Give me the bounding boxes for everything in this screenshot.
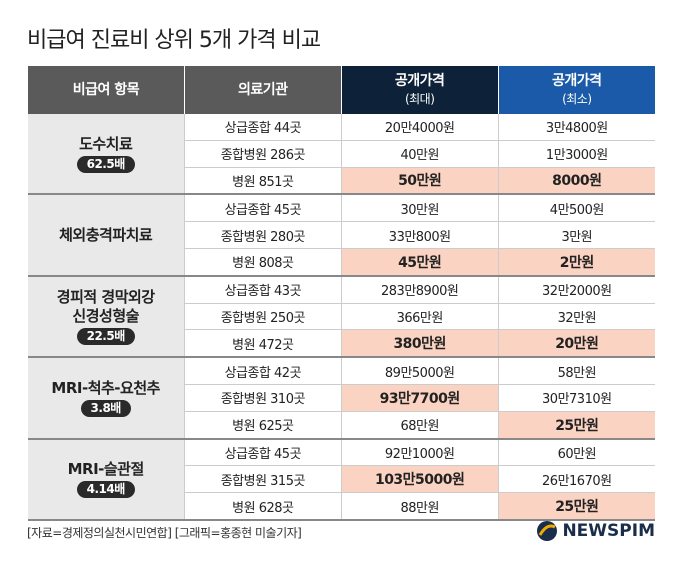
logo: NEWSPIM xyxy=(536,520,655,542)
institution: 종합병원 315곳 xyxy=(183,465,342,494)
column-sublabel: (최소) xyxy=(562,92,592,106)
institution: 병원 808곳 xyxy=(183,248,342,277)
table-row: 병원 472곳 380만원 20만원 xyxy=(28,329,655,359)
table-row: 종합병원 286곳 40만원 1만3000원 xyxy=(28,140,655,168)
institution: 종합병원 286곳 xyxy=(183,140,342,168)
min-price: 4만500원 xyxy=(497,194,655,223)
logo-text: NEWSPIM xyxy=(562,521,655,541)
column-label: 공개가격 xyxy=(394,73,445,89)
table-row: 도수치료 62.5배 상급종합 44곳 20만4000원 3만4800원 xyxy=(27,114,655,196)
min-price: 32만원 xyxy=(497,303,655,331)
column-header: 비급여 항목 xyxy=(27,66,185,114)
max-price: 380만원 xyxy=(340,329,499,359)
institution: 종합병원 250곳 xyxy=(183,303,342,331)
institution: 병원 628곳 xyxy=(183,492,342,521)
min-price: 8000원 xyxy=(497,167,655,196)
group-name: 체외충격파치료 xyxy=(59,225,153,244)
institution: 병원 625곳 xyxy=(183,411,342,440)
max-price: 33만800원 xyxy=(340,221,499,249)
table-row: 병원 625곳 68만원 25만원 xyxy=(28,411,655,440)
column-label: 의료기관 xyxy=(238,82,288,98)
max-price: 88만원 xyxy=(340,492,499,521)
institution: 종합병원 310곳 xyxy=(183,384,342,412)
max-price: 283만8900원 xyxy=(340,275,499,304)
max-price: 366만원 xyxy=(340,303,499,331)
min-price: 3만원 xyxy=(497,221,655,249)
max-price: 68만원 xyxy=(340,411,499,440)
group-cell: 경피적 경막외강 신경성형술 22.5배 xyxy=(27,275,185,359)
min-price: 3만4800원 xyxy=(497,114,655,141)
column-label: 비급여 항목 xyxy=(72,82,140,98)
institution: 종합병원 280곳 xyxy=(183,221,342,249)
group-name: 신경성형술 xyxy=(72,306,139,325)
table-row: 병원 808곳 45만원 2만원 xyxy=(28,248,655,277)
ratio-badge: 22.5배 xyxy=(76,327,135,345)
institution: 병원 851곳 xyxy=(183,167,342,196)
ratio-badge: 62.5배 xyxy=(76,155,135,173)
source: [자료=경제정의실천시민연합] [그래픽=홍종현 미술기자] xyxy=(27,526,302,540)
institution: 상급종합 45곳 xyxy=(183,194,342,223)
column-header: 공개가격 (최소) xyxy=(497,66,655,114)
max-price: 103만5000원 xyxy=(340,465,499,494)
table-row: 체외충격파치료 상급종합 45곳 30만원 4만500원 xyxy=(27,194,655,277)
min-price: 25만원 xyxy=(497,411,655,440)
min-price: 2만원 xyxy=(497,248,655,277)
table-row: 병원 628곳 88만원 25만원 xyxy=(28,492,655,521)
min-price: 32만2000원 xyxy=(497,275,655,304)
group-name: 도수치료 xyxy=(79,134,133,153)
min-price: 30만7310원 xyxy=(497,384,655,412)
min-price: 20만원 xyxy=(497,329,655,359)
institution: 병원 472곳 xyxy=(183,329,342,359)
price-table: 비급여 항목 의료기관 공개가격 (최대) 공개가격 (최소) 도수치료 62.5배 상급종합 … xyxy=(27,66,655,521)
max-price: 20만4000원 xyxy=(340,114,499,141)
ratio-badge: 4.14배 xyxy=(76,481,135,499)
group-cell: MRI-척추-요천추 3.8배 xyxy=(27,357,185,440)
group-cell: 도수치료 62.5배 xyxy=(27,114,185,196)
table-row: MRI-슬관절 4.14배 상급종합 45곳 92만1000원 60만원 xyxy=(27,438,655,521)
min-price: 1만3000원 xyxy=(497,140,655,168)
institution: 상급종합 44곳 xyxy=(183,114,342,141)
column-sublabel: (최대) xyxy=(404,92,435,106)
min-price: 60만원 xyxy=(497,438,655,467)
institution: 상급종합 45곳 xyxy=(183,438,342,467)
table-row: 종합병원 315곳 103만5000원 26만1670원 xyxy=(28,465,655,494)
max-price: 40만원 xyxy=(340,140,499,168)
title: 비급여 진료비 상위 5개 가격 비교 xyxy=(27,28,321,53)
max-price: 92만1000원 xyxy=(340,438,499,467)
table-row: 종합병원 250곳 366만원 32만원 xyxy=(28,303,655,331)
column-label: 공개가격 xyxy=(552,73,602,89)
institution: 상급종합 42곳 xyxy=(183,357,342,385)
group-cell: MRI-슬관절 4.14배 xyxy=(27,438,185,521)
table-row: MRI-척추-요천추 3.8배 상급종합 42곳 89만5000원 58만원 xyxy=(27,357,655,440)
institution: 상급종합 43곳 xyxy=(183,275,342,304)
column-header: 공개가격 (최대) xyxy=(340,66,499,114)
table-row: 종합병원 280곳 33만800원 3만원 xyxy=(28,221,655,249)
max-price: 45만원 xyxy=(340,248,499,277)
table-body: 도수치료 62.5배 상급종합 44곳 20만4000원 3만4800원 종합병원 286… xyxy=(27,114,655,521)
table-row: 경피적 경막외강 신경성형술 22.5배 상급종합 43곳 283만8900원 32만20… xyxy=(27,275,655,359)
group-name: MRI-척추-요천추 xyxy=(51,378,160,397)
logo-icon xyxy=(537,521,558,541)
ratio-badge: 3.8배 xyxy=(80,399,131,417)
max-price: 50만원 xyxy=(340,167,499,196)
column-header: 의료기관 xyxy=(183,66,342,114)
group-name: 경피적 경막외강 xyxy=(56,287,155,306)
min-price: 26만1670원 xyxy=(497,465,655,494)
header-row: 비급여 항목 의료기관 공개가격 (최대) 공개가격 (최소) xyxy=(27,66,655,114)
group-cell: 체외충격파치료 xyxy=(27,194,185,277)
min-price: 58만원 xyxy=(497,357,655,385)
min-price: 25만원 xyxy=(497,492,655,521)
max-price: 93만7700원 xyxy=(340,384,499,412)
max-price: 89만5000원 xyxy=(340,357,499,385)
table-row: 종합병원 310곳 93만7700원 30만7310원 xyxy=(28,384,655,412)
group-name: MRI-슬관절 xyxy=(67,460,145,479)
table-row: 병원 851곳 50만원 8000원 xyxy=(28,167,655,196)
max-price: 30만원 xyxy=(340,194,499,223)
